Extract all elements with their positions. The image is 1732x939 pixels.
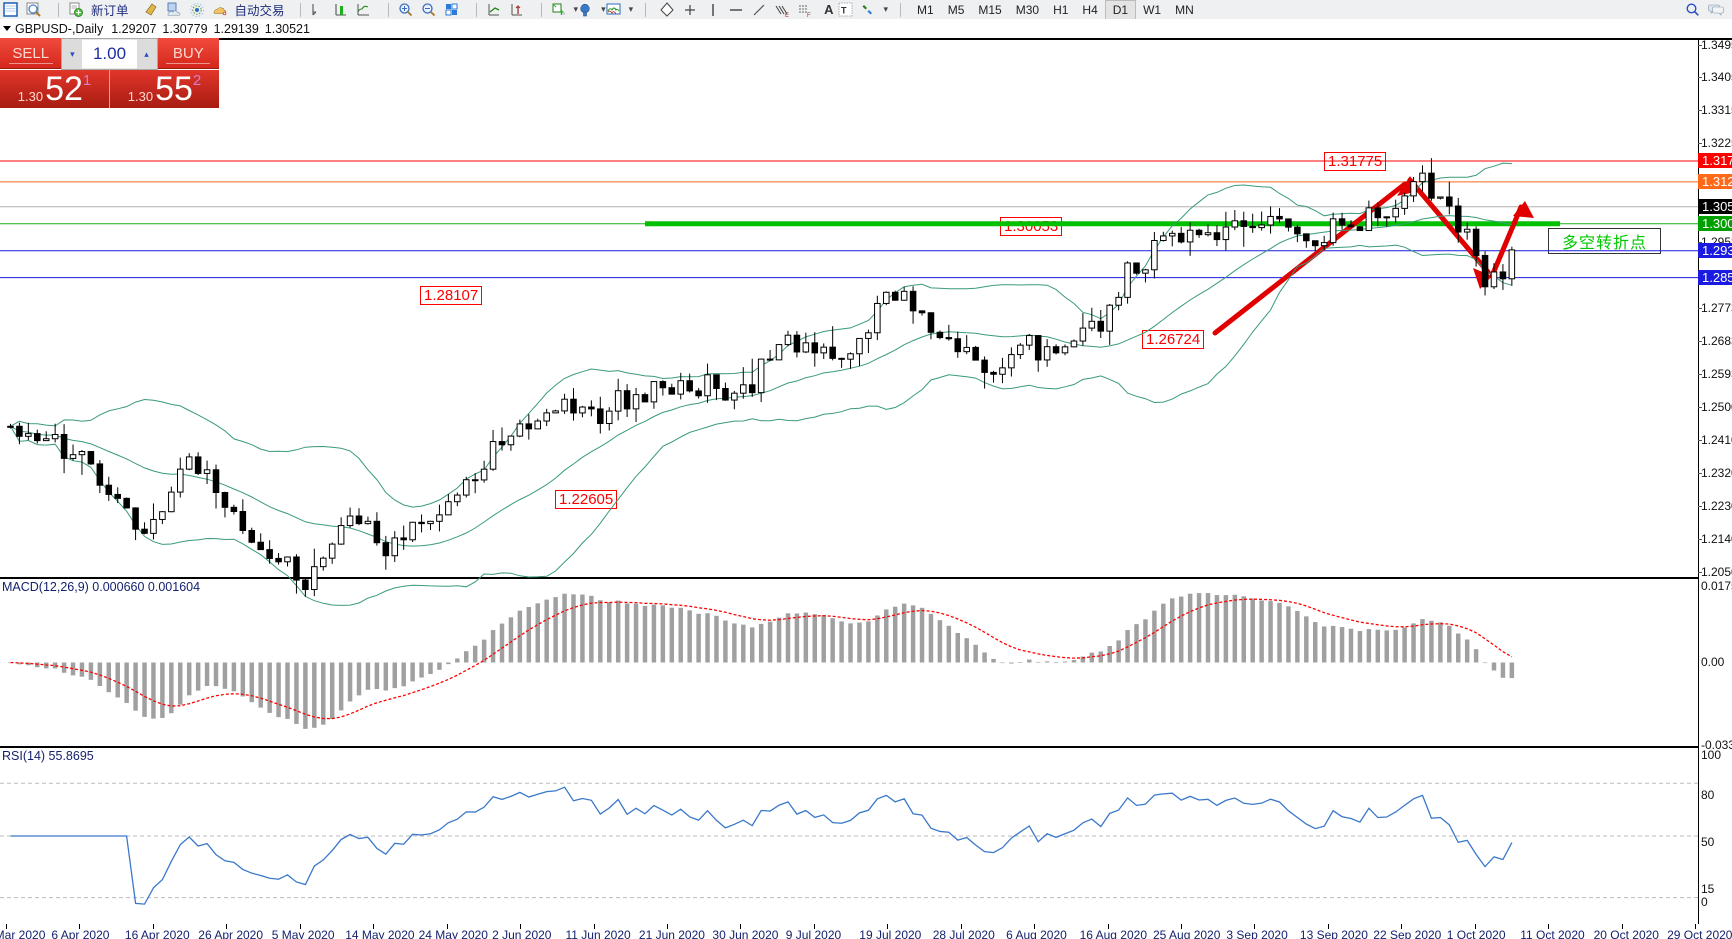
- svg-text:F: F: [807, 13, 811, 18]
- svg-text:E: E: [785, 13, 789, 18]
- svg-text:T: T: [841, 5, 847, 15]
